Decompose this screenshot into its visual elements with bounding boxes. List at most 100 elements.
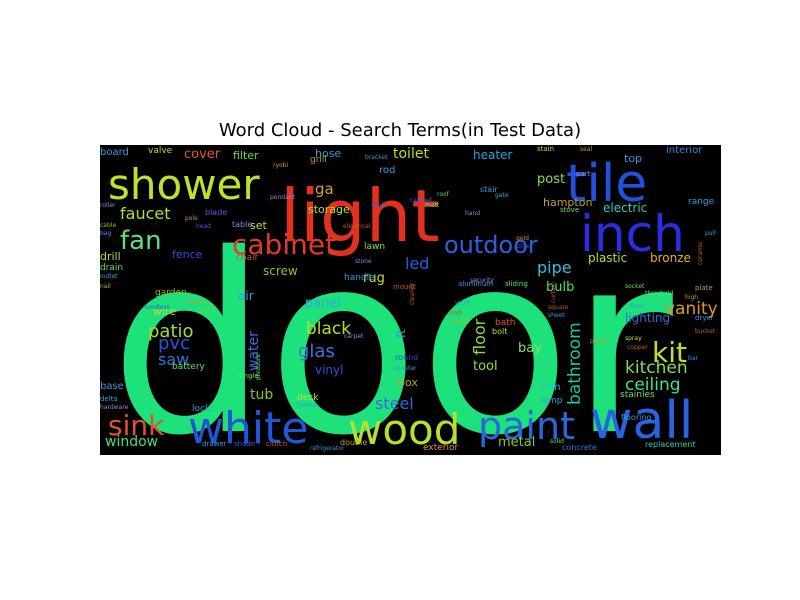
word-tool: tool	[473, 359, 498, 374]
word-dryer: dryer	[695, 314, 714, 322]
word-holder: holder	[450, 318, 470, 325]
word-sheet: sheet	[548, 312, 565, 319]
word-cabinet: cabinet	[232, 228, 336, 261]
word-filter: filter	[233, 149, 259, 162]
word-base: base	[100, 381, 124, 392]
word-bag: bag	[100, 230, 111, 237]
word-ft: ft	[394, 329, 408, 338]
word-pole: pole	[185, 215, 198, 222]
word-steel: steel	[375, 394, 414, 413]
word-clutch: clutch	[266, 440, 287, 448]
word-patio: patio	[148, 321, 194, 342]
word-paper: paper	[590, 338, 608, 345]
word-shelf: shelf	[371, 202, 386, 209]
word-hose: hose	[315, 147, 341, 160]
word-screw: screw	[263, 264, 298, 278]
word-electrical: electrical	[343, 223, 371, 230]
word-hand: hand	[465, 210, 480, 217]
word-handle: handle	[344, 273, 375, 283]
word-round: round	[395, 353, 418, 362]
word-valve: valve	[148, 146, 173, 156]
word-socket: socket	[625, 283, 645, 290]
word-stain: stain	[537, 145, 554, 153]
word-seal: seal	[580, 146, 592, 153]
word-gate: gate	[495, 192, 509, 199]
word-bulb: bulb	[546, 280, 574, 295]
word-replacement: replacement	[645, 440, 695, 449]
word-square: square	[548, 304, 569, 311]
word-double: double	[340, 438, 367, 447]
word-bracket: bracket	[365, 154, 388, 161]
word-roller: roller	[100, 202, 116, 209]
word-concrete: concrete	[562, 443, 597, 452]
word-rug: rug	[363, 271, 385, 286]
word-shade: shade	[234, 440, 255, 448]
word-shower: shower	[108, 160, 260, 209]
word-head: head	[196, 223, 211, 230]
word-cordless: cordless	[145, 304, 170, 311]
word-storage: storage	[308, 203, 350, 216]
word-pull: pull	[705, 230, 716, 237]
word-chair: chair	[236, 253, 259, 263]
word-single: single	[238, 372, 259, 380]
word-rod: rod	[379, 165, 395, 176]
word-white: white	[188, 403, 308, 454]
word-bolt: bolt	[492, 327, 507, 336]
word-lamp: lamp	[540, 396, 563, 406]
word-set: set	[250, 219, 267, 232]
word-cabinet: cabinet	[410, 197, 433, 204]
word-light: light	[280, 174, 440, 258]
word-adapter: adapter	[393, 365, 417, 372]
word-bath: bath	[495, 318, 515, 328]
word-high: high	[685, 294, 698, 301]
word-pvc: pvc	[158, 333, 190, 354]
word-saw: saw	[158, 350, 189, 369]
word-carpet: carpet	[344, 333, 364, 340]
word-black: black	[306, 319, 351, 339]
word-cable: cable	[100, 222, 116, 229]
word-fence: fence	[172, 248, 203, 261]
word-plate: plate	[695, 284, 713, 292]
word-wire: wire	[153, 305, 176, 318]
word-panel: panel	[305, 296, 341, 311]
word-curtain: curtain	[550, 282, 557, 303]
word-faucet: faucet	[120, 204, 171, 223]
word-paint: paint	[478, 404, 575, 448]
word-gold: gold	[516, 235, 529, 242]
word-deck: deck	[297, 393, 319, 403]
word-hampton: hampton	[543, 196, 592, 209]
word-roof: roof	[437, 191, 450, 198]
word-top: top	[624, 152, 642, 165]
word-water: water	[246, 331, 262, 371]
word-hardware: hardware	[100, 404, 129, 411]
word-sliding: sliding	[505, 280, 528, 288]
word-floor: floor	[470, 318, 489, 355]
word-outdoor: outdoor	[444, 231, 538, 259]
word-cord: cord	[200, 307, 213, 314]
word-stove: stove	[560, 206, 579, 214]
word-bronze: bronze	[650, 251, 691, 265]
word-aluminum: aluminum	[458, 280, 493, 288]
word-flooring: flooring	[621, 413, 652, 422]
word-bay: bay	[518, 341, 542, 356]
word-range: range	[688, 197, 715, 207]
word-interior: interior	[666, 145, 703, 156]
word-solid: solid	[550, 438, 564, 445]
word-tile: tile	[566, 154, 647, 214]
word-part: part	[576, 170, 591, 178]
word-kitchen: kitchen	[625, 358, 688, 378]
word-bar: bar	[688, 355, 698, 362]
word-air: air	[238, 289, 254, 303]
word-ceramic: ceramic	[697, 241, 704, 265]
word-glas: glas	[298, 341, 335, 362]
word-threshold: threshold	[645, 290, 673, 297]
word-ryobi: ryobi	[273, 162, 288, 169]
word-pipe: pipe	[537, 258, 572, 277]
word-lock: lock	[192, 404, 211, 414]
word-garden: garden	[155, 288, 187, 298]
word-inch: inch	[580, 205, 685, 263]
word-stainles: stainles	[620, 390, 655, 400]
word-drill: drill	[100, 250, 121, 263]
word-ceiling: ceiling	[625, 375, 681, 395]
